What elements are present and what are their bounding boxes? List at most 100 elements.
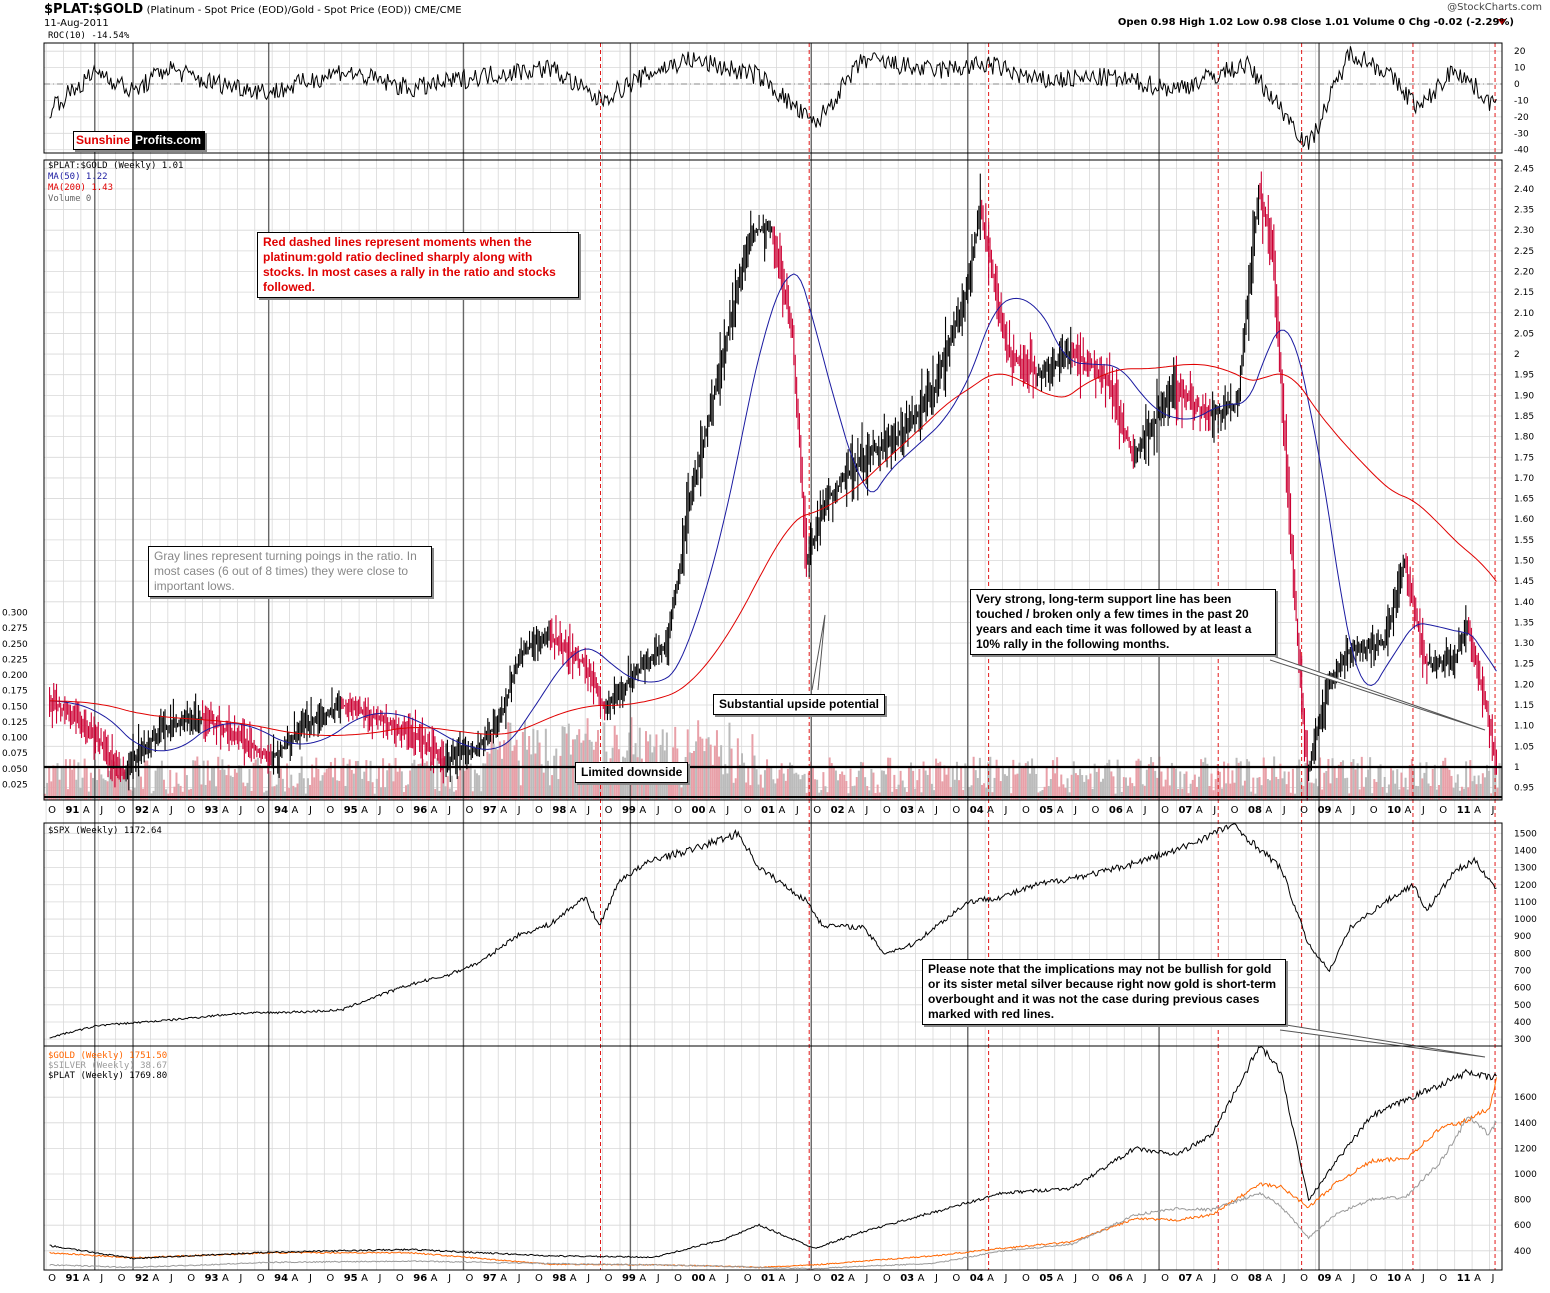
- y-tick-label: 1000: [1514, 915, 1537, 925]
- y-tick-label: 1.10: [1514, 722, 1534, 732]
- volume-bar: [223, 769, 226, 800]
- volume-bar: [939, 761, 942, 800]
- volume-bar: [1377, 767, 1380, 800]
- volume-bar: [1177, 788, 1180, 800]
- support-pointer: [1269, 654, 1486, 731]
- volume-bar: [1225, 783, 1228, 800]
- x-tick-label: A: [778, 1273, 785, 1284]
- volume-bar: [563, 727, 566, 800]
- x-tick-label: O: [1022, 1273, 1030, 1284]
- volume-bar: [354, 761, 357, 800]
- volume-bar: [1093, 763, 1096, 800]
- volume-bar: [1479, 783, 1482, 800]
- volume-bar: [375, 778, 378, 800]
- volume-bar: [958, 780, 961, 800]
- volume-bar: [331, 777, 334, 800]
- volume-bar: [693, 750, 696, 800]
- volume-bar: [309, 784, 312, 800]
- silver-legend: $SILVER (Weekly) 38.67: [48, 1061, 168, 1071]
- volume-bar: [601, 775, 604, 800]
- symbol-description: (Platinum - Spot Price (EOD)/Gold - Spot…: [146, 5, 462, 16]
- x-tick-label: O: [535, 1273, 543, 1284]
- x-tick-label: J: [1212, 805, 1216, 816]
- volume-bar: [1246, 759, 1249, 800]
- x-tick-label: J: [169, 805, 173, 816]
- volume-bar: [1243, 780, 1246, 800]
- volume-bar: [248, 769, 251, 800]
- x-tick-label: O: [1161, 805, 1169, 816]
- volume-bar: [204, 784, 207, 800]
- x-tick-label: A: [778, 805, 785, 816]
- volume-bar: [1085, 775, 1088, 800]
- volume-bar: [501, 758, 504, 800]
- volume-bar: [1162, 786, 1165, 800]
- volume-bar: [279, 768, 282, 800]
- volume-bar: [488, 753, 491, 800]
- x-tick-label: A: [292, 805, 299, 816]
- volume-bar: [1058, 786, 1061, 800]
- volume-bar: [89, 772, 92, 800]
- x-tick-label: J: [1282, 805, 1286, 816]
- x-tick-label: 02: [831, 1273, 845, 1284]
- volume-bar: [701, 738, 704, 800]
- volume-bar: [891, 791, 894, 800]
- ma50-line: [49, 273, 1497, 752]
- volume-bar: [1051, 760, 1054, 800]
- volume-bar: [1438, 785, 1441, 800]
- x-tick-label: J: [447, 1273, 451, 1284]
- y-tick-label: -20: [1514, 113, 1529, 123]
- volume-bar: [336, 780, 339, 800]
- volume-bar: [1179, 771, 1182, 800]
- volume-bar: [1331, 758, 1334, 800]
- volume-bar: [1258, 777, 1261, 800]
- x-tick-label: O: [952, 805, 960, 816]
- volume-bar: [912, 770, 915, 800]
- volume-bar: [928, 765, 931, 800]
- x-tick-label: 04: [970, 805, 984, 816]
- volume-bar: [1020, 768, 1023, 800]
- volume-bar: [221, 759, 224, 800]
- volume-bar: [1122, 777, 1125, 800]
- volume-bar: [494, 748, 497, 800]
- x-tick-label: A: [918, 805, 925, 816]
- x-tick-label: A: [1474, 1273, 1481, 1284]
- volume-tick-label: 0.175: [2, 687, 28, 697]
- volume-bar: [745, 782, 748, 800]
- volume-bar: [935, 758, 938, 800]
- x-tick-label: J: [864, 1273, 868, 1284]
- sunshine-profits-logo: Sunshine Profits.com: [73, 131, 206, 150]
- volume-bar: [720, 745, 723, 800]
- volume-bar: [1154, 770, 1157, 800]
- x-tick-label: J: [725, 1273, 729, 1284]
- volume-bar: [824, 786, 827, 800]
- volume-bar: [100, 774, 103, 800]
- volume-bar: [866, 786, 869, 800]
- y-tick-label: 1.90: [1514, 391, 1534, 401]
- volume-bar: [1477, 775, 1480, 800]
- x-tick-label: J: [656, 805, 660, 816]
- volume-bar: [158, 767, 161, 800]
- volume-bar: [1248, 761, 1251, 800]
- volume-bar: [382, 758, 385, 800]
- volume-bar: [964, 763, 967, 800]
- volume-bar: [371, 782, 374, 800]
- volume-bar: [478, 775, 481, 800]
- logo-part1: Sunshine: [74, 132, 133, 149]
- volume-bar: [240, 765, 243, 800]
- volume-bar: [367, 781, 370, 800]
- x-tick-label: 01: [761, 1273, 775, 1284]
- y-tick-label: 300: [1514, 1035, 1531, 1045]
- x-tick-label: 95: [344, 805, 358, 816]
- volume-bar: [1298, 759, 1301, 800]
- volume-bar: [79, 788, 82, 800]
- volume-bar: [1285, 784, 1288, 800]
- volume-bar: [1494, 767, 1497, 800]
- volume-bar: [77, 762, 80, 800]
- x-tick-label: 01: [761, 805, 775, 816]
- volume-bar: [1342, 760, 1345, 800]
- y-tick-label: 900: [1514, 932, 1531, 942]
- x-tick-label: 91: [65, 805, 79, 816]
- volume-bar: [321, 775, 324, 800]
- volume-bar: [1367, 769, 1370, 800]
- y-tick-label: 600: [1514, 1221, 1531, 1231]
